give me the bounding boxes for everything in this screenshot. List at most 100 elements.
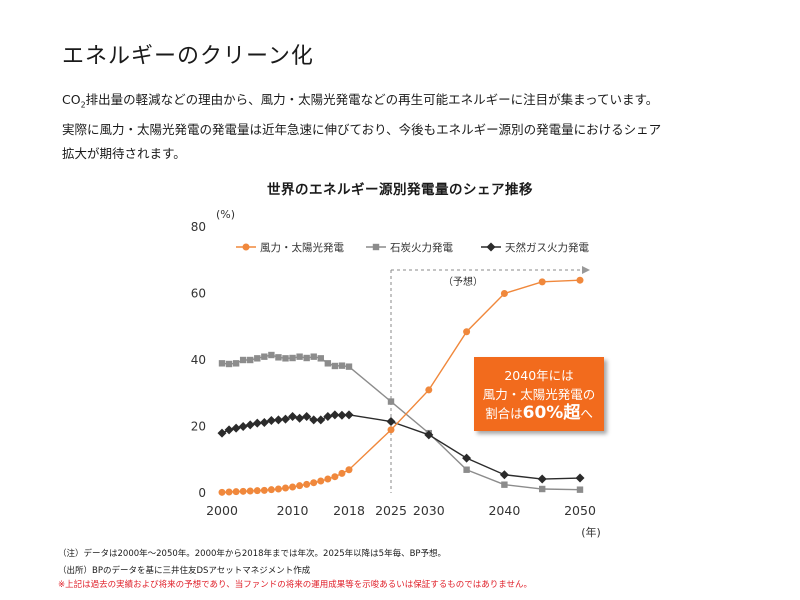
data-point-wind-solar	[253, 487, 261, 495]
x-tick-label: 2050	[564, 503, 596, 518]
data-point-coal	[282, 355, 289, 362]
data-point-gas	[316, 415, 326, 425]
data-point-gas	[462, 453, 472, 463]
data-point-gas	[575, 473, 585, 483]
data-point-wind-solar	[463, 328, 471, 336]
x-tick-label: 2000	[206, 503, 238, 518]
data-point-gas	[424, 430, 434, 440]
data-point-wind-solar	[246, 487, 254, 495]
data-point-gas	[217, 428, 227, 438]
callout-line-3: 割合は60%超へ	[485, 402, 593, 423]
intro-line-1: CO2排出量の軽減などの理由から、風力・太陽光発電などの再生可能エネルギーに注目…	[62, 92, 659, 110]
data-point-gas	[224, 425, 234, 435]
y-tick-label: 40	[191, 353, 206, 367]
data-point-wind-solar	[260, 486, 268, 494]
data-point-wind-solar	[324, 475, 332, 483]
data-point-wind-solar	[345, 466, 353, 474]
page-title: エネルギーのクリーン化	[62, 44, 314, 69]
y-tick-label: 60	[191, 287, 206, 301]
note-source: （出所）BPのデータを基に三井住友DSアセットマネジメント作成	[58, 566, 311, 576]
x-tick-label: 2030	[413, 503, 445, 518]
intro-line-2: 実際に風力・太陽光発電の発電量は近年急速に伸びており、今後もエネルギー源別の発電…	[62, 121, 662, 137]
data-point-coal	[324, 360, 332, 367]
data-point-wind-solar	[538, 278, 546, 286]
x-tick-label: 2010	[277, 503, 309, 518]
data-point-wind-solar	[425, 386, 433, 394]
data-point-coal	[296, 353, 303, 360]
data-point-gas	[273, 415, 283, 425]
forecast-label: （予想）	[443, 275, 483, 288]
x-tick-label: 2018	[333, 503, 365, 518]
data-point-wind-solar	[218, 488, 226, 496]
data-point-coal	[239, 356, 247, 364]
y-tick-label: 20	[191, 420, 206, 434]
data-point-coal	[268, 351, 275, 359]
data-point-gas	[259, 418, 269, 428]
data-point-coal	[317, 355, 324, 362]
data-point-gas	[252, 418, 262, 428]
data-point-coal	[218, 360, 226, 367]
data-point-wind-solar	[576, 276, 584, 284]
legend-marker-gas	[486, 242, 496, 252]
data-point-gas	[499, 470, 509, 480]
data-point-coal	[289, 354, 296, 362]
data-point-coal	[501, 481, 508, 488]
data-point-gas	[302, 412, 312, 422]
data-point-gas	[288, 412, 298, 422]
data-point-wind-solar	[296, 482, 304, 490]
data-point-coal	[225, 360, 233, 368]
intro-line-3: 拡大が期待されます。	[62, 145, 186, 161]
data-point-coal	[254, 355, 261, 362]
data-point-wind-solar	[274, 485, 282, 493]
data-point-gas	[386, 417, 396, 427]
data-point-gas	[323, 412, 333, 422]
data-point-coal	[331, 362, 339, 370]
data-point-wind-solar	[387, 426, 395, 434]
data-point-coal	[463, 466, 470, 473]
data-point-wind-solar	[331, 473, 339, 481]
callout-line-1: 2040年には	[504, 367, 574, 383]
data-point-wind-solar	[282, 484, 289, 492]
data-point-gas	[245, 420, 255, 430]
data-point-wind-solar	[303, 480, 311, 488]
data-point-coal	[275, 354, 282, 361]
legend-label-gas: 天然ガス火力発電	[505, 241, 589, 254]
data-point-coal	[539, 485, 546, 493]
data-point-wind-solar	[232, 488, 240, 496]
y-axis-unit: (%)	[216, 208, 235, 221]
data-point-wind-solar	[267, 486, 275, 494]
data-point-coal	[338, 362, 346, 369]
intro-text: CO2排出量の軽減などの理由から、風力・太陽光発電などの再生可能エネルギーに注目…	[62, 88, 752, 166]
data-point-wind-solar	[338, 469, 346, 477]
data-point-coal	[261, 353, 268, 360]
callout-box: 2040年には 風力・太陽光発電の 割合は60%超へ	[474, 357, 604, 431]
x-tick-label: 2025	[375, 503, 407, 518]
data-point-wind-solar	[310, 479, 318, 487]
chart-title: 世界のエネルギー源別発電量のシェア推移	[267, 182, 533, 198]
y-tick-label: 0	[198, 486, 206, 500]
legend-marker-wind-solar	[242, 243, 250, 251]
data-point-coal	[232, 360, 240, 367]
data-point-wind-solar	[239, 487, 247, 495]
y-tick-label: 80	[191, 220, 206, 234]
data-point-wind-solar	[500, 290, 508, 297]
x-tick-label: 2040	[488, 503, 520, 518]
note-disclaimer: ※上記は過去の実績および将来の予想であり、当ファンドの将来の運用成果等を示唆ある…	[58, 580, 532, 590]
legend-label-wind-solar: 風力・太陽光発電	[260, 241, 344, 254]
data-point-wind-solar	[289, 483, 297, 491]
data-point-gas	[266, 416, 276, 426]
data-point-coal	[247, 356, 254, 364]
data-point-gas	[537, 474, 547, 484]
legend-marker-coal	[372, 243, 380, 251]
data-point-coal	[387, 398, 395, 405]
data-point-coal	[310, 353, 317, 360]
data-point-gas	[281, 414, 290, 424]
note-data: （注）データは2000年～2050年。2000年から2018年までは年次。202…	[58, 549, 447, 559]
data-point-gas	[337, 410, 347, 420]
data-point-coal	[303, 354, 310, 362]
x-axis-unit: (年)	[581, 525, 601, 539]
data-point-gas	[330, 410, 340, 420]
data-point-wind-solar	[225, 488, 233, 496]
data-point-gas	[295, 413, 305, 423]
